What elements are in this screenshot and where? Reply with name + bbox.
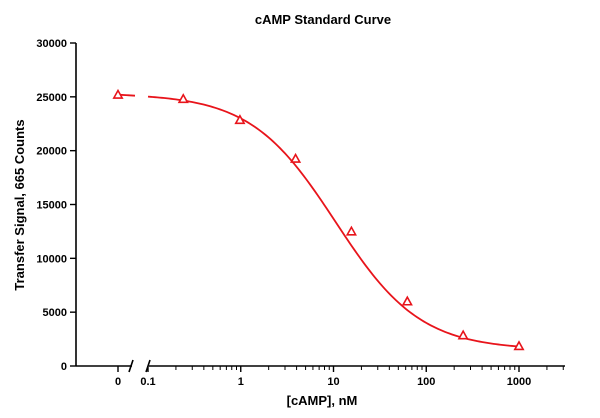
data-point [177,93,189,104]
x-tick-label: 1 [238,376,244,388]
x-tick-label: 100 [417,376,435,388]
x-axis-label: [cAMP], nM [287,393,358,408]
data-point [290,152,302,163]
y-tick-label: 0 [61,361,67,373]
data-point [513,340,525,351]
axes [75,43,565,373]
data-point [457,329,469,340]
x-tick-label: 0.1 [140,376,155,388]
y-axis-ticks: 0 5000 10000 15000 20000 25000 30000 [36,38,76,373]
x-tick-label: 1000 [507,376,531,388]
data-points [112,88,525,351]
x-axis-ticks: 0 0.1 1 10 100 1000 [115,366,564,388]
data-point [345,225,357,236]
y-tick-label: 20000 [36,146,67,158]
data-point [234,114,246,125]
y-tick-label: 15000 [36,200,67,212]
y-tick-label: 10000 [36,253,67,265]
data-point [112,88,124,99]
y-tick-label: 25000 [36,92,67,104]
axis-break-mark-left [128,359,134,373]
x-tick-label: 10 [327,376,339,388]
chart-title: cAMP Standard Curve [255,12,391,27]
data-point [401,295,413,306]
y-axis-label: Transfer Signal, 665 Counts [12,119,27,290]
fit-curve [147,95,520,348]
x-tick-label: 0 [115,376,121,388]
y-tick-label: 5000 [43,307,67,319]
y-tick-label: 30000 [36,38,67,50]
